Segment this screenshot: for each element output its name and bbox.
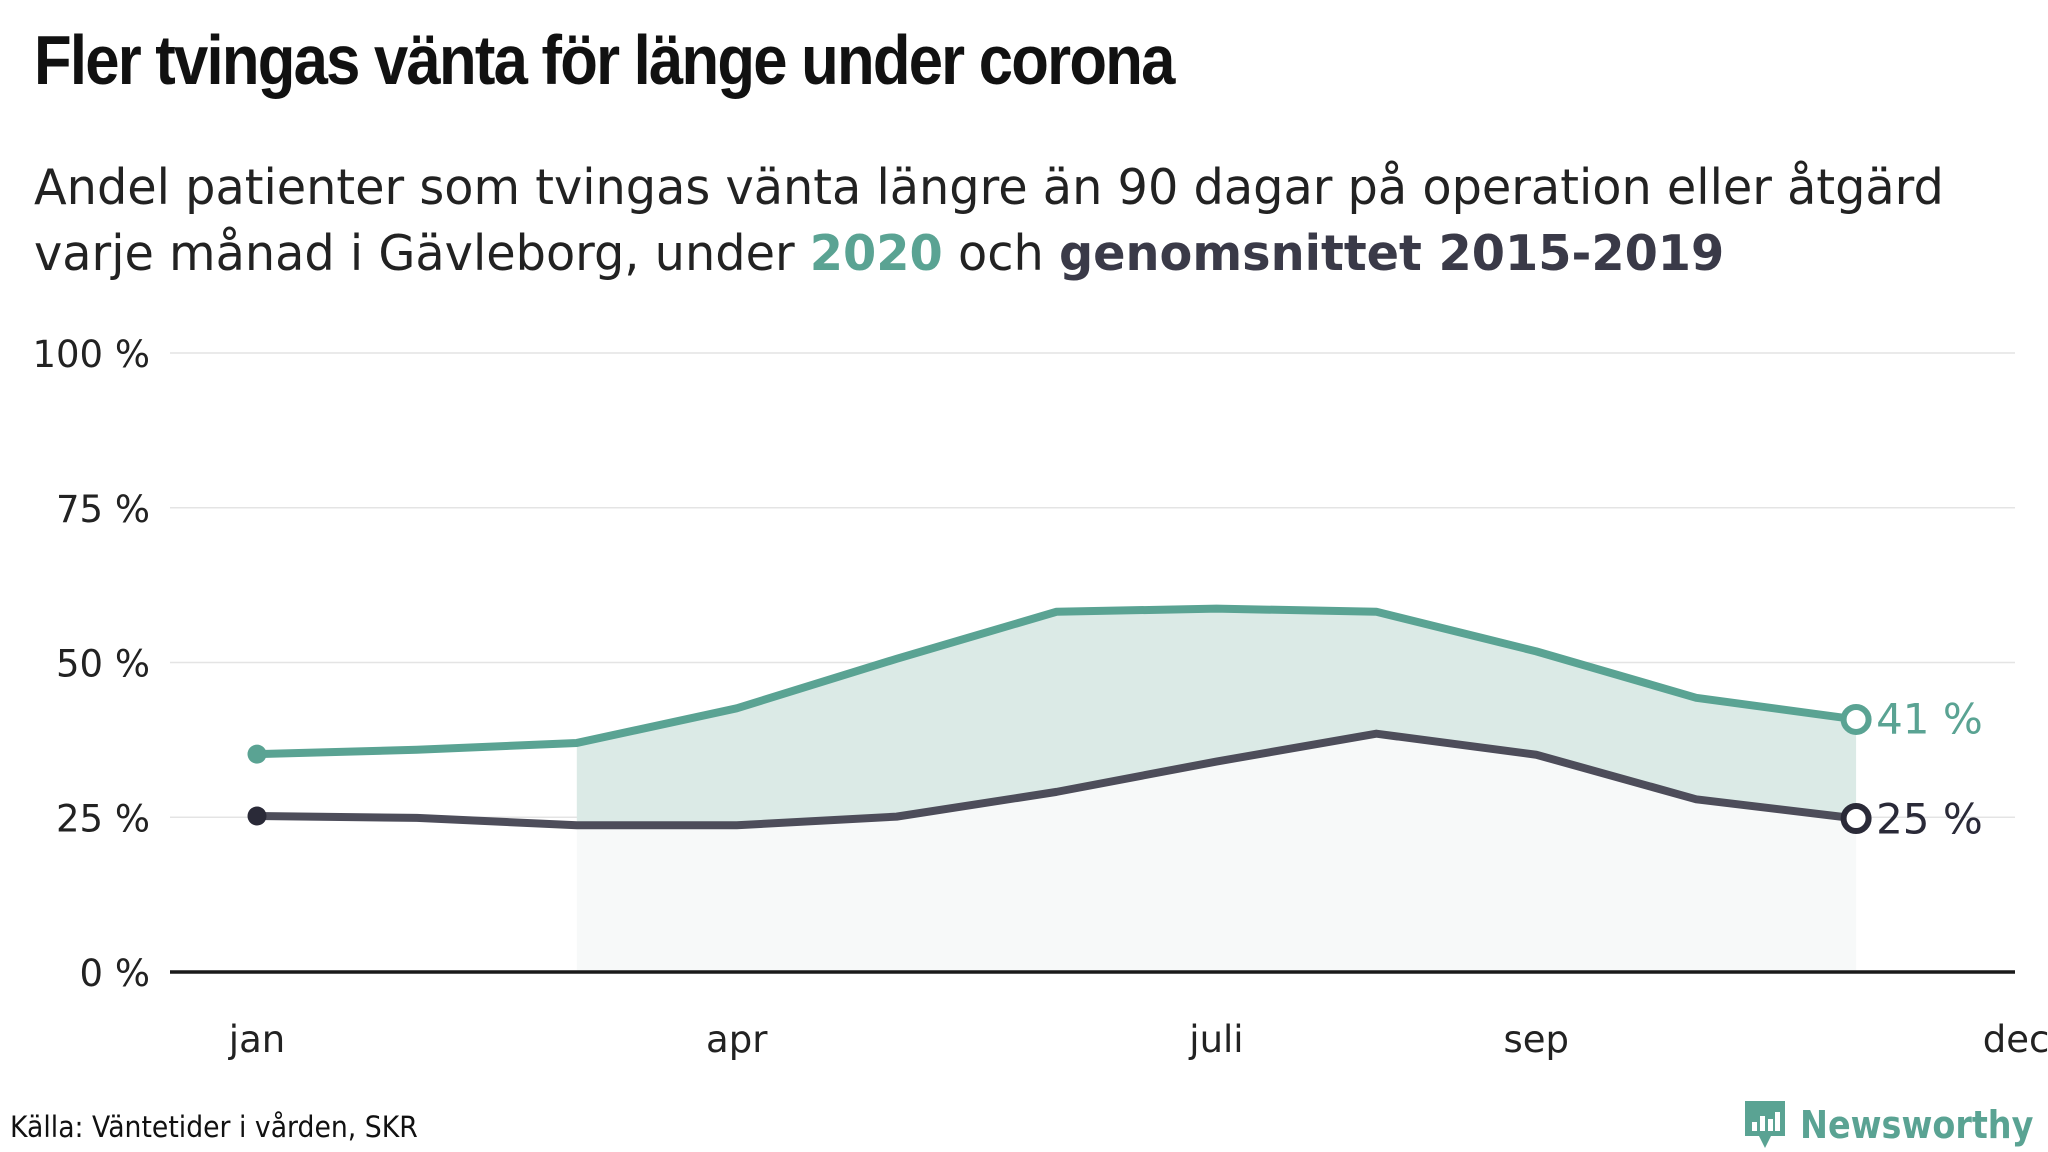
subtitle-highlight-2020: 2020 — [809, 225, 943, 282]
series-2020-start-point — [247, 744, 267, 764]
newsworthy-logo-icon — [1745, 1101, 1785, 1148]
brand-logo: Newsworthy — [1742, 1098, 2048, 1152]
series-2020-end-label: 41 % — [1876, 694, 1983, 743]
series-average-end-point — [1840, 802, 1872, 834]
y-tick-label: 0 % — [80, 952, 150, 995]
series-average-end-label: 25 % — [1876, 794, 1983, 843]
x-tick-label: jan — [228, 1018, 285, 1061]
y-tick-label: 100 % — [32, 333, 150, 376]
x-tick-label: sep — [1504, 1018, 1570, 1061]
x-tick-label: juli — [1188, 1018, 1243, 1061]
y-tick-label: 25 % — [56, 797, 150, 840]
series-2020-end-point — [1840, 703, 1872, 735]
y-tick-label: 75 % — [56, 488, 150, 531]
x-tick-label: dec — [1983, 1018, 2048, 1061]
average-area-fill — [576, 733, 1857, 972]
x-tick-label: apr — [706, 1018, 768, 1061]
series-average-line — [253, 729, 1861, 830]
series-2020-line — [253, 604, 1861, 759]
subtitle-highlight-average: genomsnittet 2015-2019 — [1058, 225, 1725, 282]
brand-name: Newsworthy — [1800, 1103, 2034, 1147]
chart-subtitle: Andel patienter som tvingas vänta längre… — [34, 155, 1984, 287]
y-tick-label: 50 % — [56, 643, 150, 686]
series-average-start-point — [247, 806, 267, 826]
source-note: Källa: Väntetider i vården, SKR — [10, 1110, 418, 1144]
chart-title: Fler tvingas vänta för länge under coron… — [34, 21, 1175, 99]
subtitle-text-and: och — [942, 225, 1059, 282]
subtitle-text: Andel patienter som tvingas vänta längre… — [34, 159, 1944, 282]
